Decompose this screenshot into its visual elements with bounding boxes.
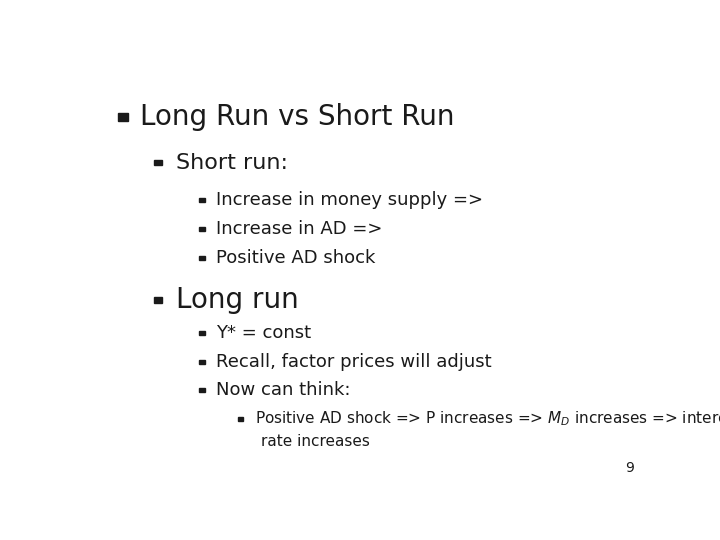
Bar: [118, 113, 128, 120]
Text: rate increases: rate increases: [261, 435, 370, 449]
Bar: [199, 198, 205, 202]
Text: Recall, factor prices will adjust: Recall, factor prices will adjust: [215, 353, 491, 371]
Text: Y* = const: Y* = const: [215, 324, 310, 342]
Text: Positive AD shock => P increases => $M_D$ increases => interest: Positive AD shock => P increases => $M_D…: [255, 410, 720, 428]
Bar: [199, 388, 205, 392]
Text: Long Run vs Short Run: Long Run vs Short Run: [140, 103, 455, 131]
Bar: [154, 297, 162, 302]
Text: 9: 9: [625, 461, 634, 475]
Bar: [154, 160, 162, 165]
Bar: [199, 227, 205, 231]
Bar: [238, 417, 243, 421]
Bar: [199, 360, 205, 365]
Text: Increase in money supply =>: Increase in money supply =>: [215, 191, 482, 209]
Text: Short run:: Short run:: [176, 152, 289, 172]
Text: Increase in AD =>: Increase in AD =>: [215, 220, 382, 238]
Bar: [199, 256, 205, 260]
Bar: [199, 330, 205, 335]
Text: Positive AD shock: Positive AD shock: [215, 249, 375, 267]
Text: Now can think:: Now can think:: [215, 381, 350, 399]
Text: Long run: Long run: [176, 286, 300, 314]
